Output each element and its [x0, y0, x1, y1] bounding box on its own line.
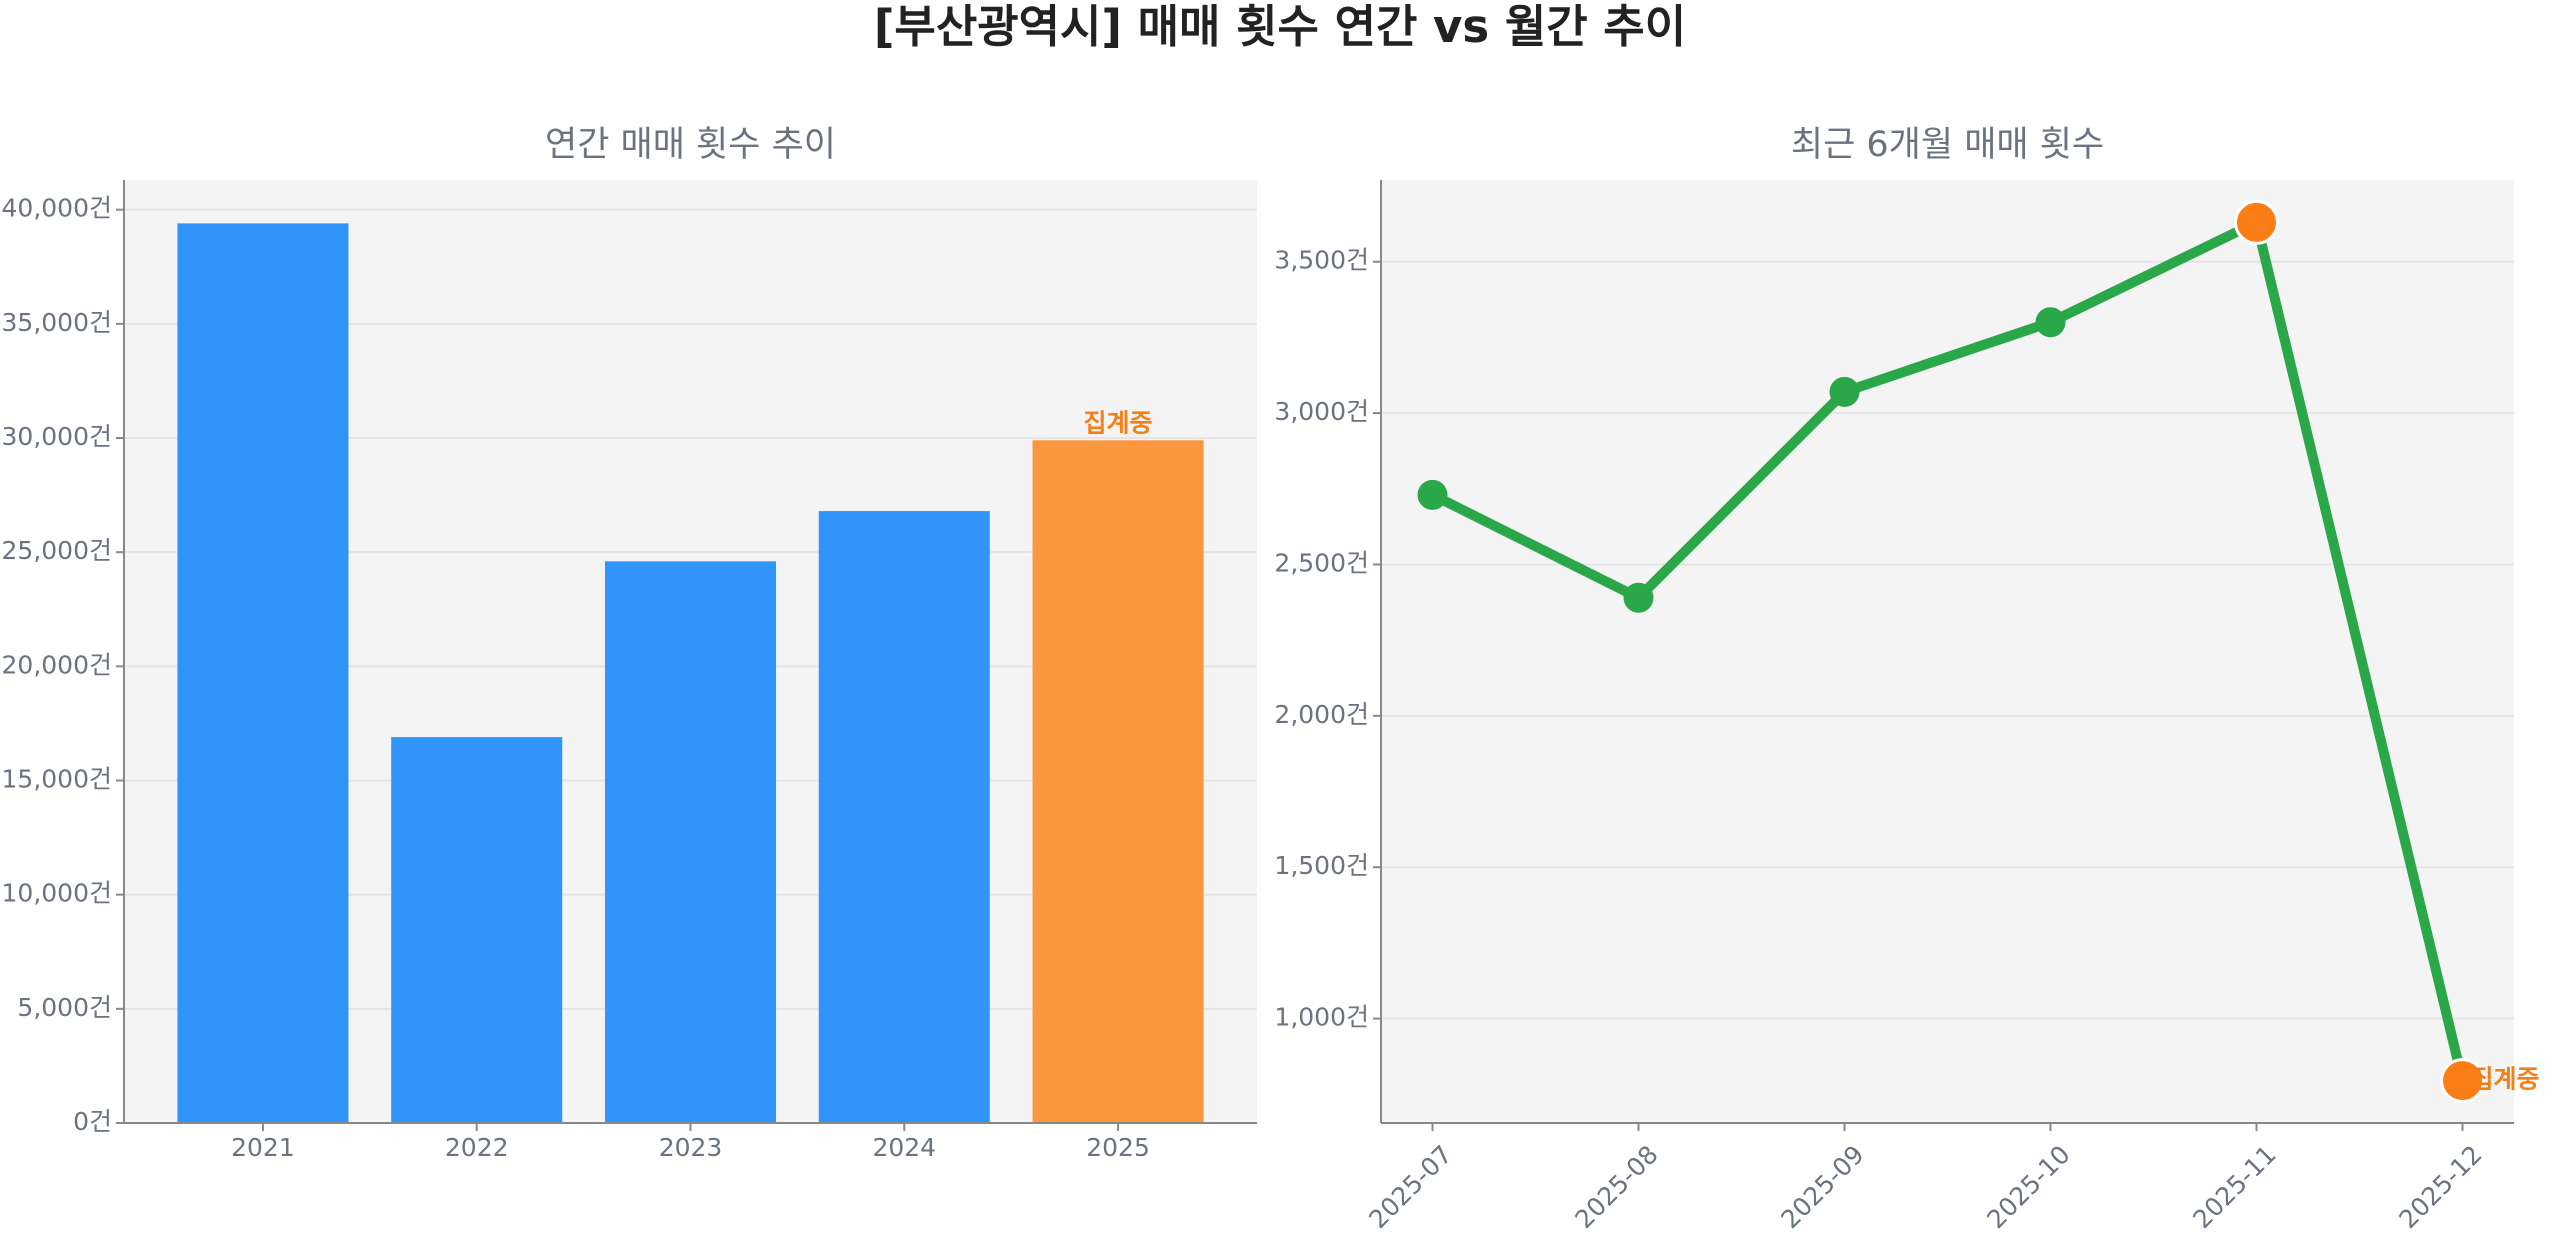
x-tick-label: 2025-09 — [1775, 1140, 1869, 1234]
x-tick-label: 2025 — [1086, 1133, 1150, 1162]
bar — [1032, 440, 1204, 1123]
x-tick-label: 2022 — [445, 1133, 509, 1162]
y-tick-label: 1,000건 — [1274, 1003, 1369, 1032]
x-tick-label: 2025-12 — [2393, 1140, 2487, 1234]
y-tick-label: 3,000건 — [1274, 397, 1369, 426]
y-tick-label: 15,000건 — [2, 765, 112, 794]
y-tick-label: 10,000건 — [2, 879, 112, 908]
chart-title: 연간 매매 횟수 추이 — [545, 125, 836, 165]
marker — [1623, 582, 1654, 613]
chart: 최근 6개월 매매 횟수 1,000건 1,500건 2,000건 2,500건 3,00… — [1274, 125, 2539, 1234]
chart-title: 최근 6개월 매매 횟수 — [1791, 125, 2104, 165]
y-tick-label: 40,000건 — [2, 194, 112, 223]
y-tick-label: 1,500건 — [1274, 851, 1369, 880]
marker — [2035, 307, 2066, 338]
y-tick-label: 2,500건 — [1274, 548, 1369, 577]
x-tick-label: 2025-11 — [2187, 1140, 2281, 1234]
y-tick-label: 25,000건 — [2, 536, 112, 565]
marker — [2234, 199, 2279, 245]
x-tick-label: 2025-08 — [1569, 1140, 1663, 1234]
annotation: 집계중 — [2471, 1065, 2540, 1094]
annotation: 집계중 — [1084, 408, 1153, 437]
bar — [818, 511, 990, 1123]
marker — [1829, 376, 1860, 407]
marker — [2440, 1058, 2485, 1104]
x-tick-label: 2025-10 — [1981, 1140, 2075, 1234]
x-tick-label: 2021 — [231, 1133, 295, 1162]
y-tick-label: 35,000건 — [2, 308, 112, 337]
line — [1430, 217, 2468, 1082]
bar — [604, 561, 777, 1123]
bar — [391, 737, 563, 1123]
y-tick-label: 3,500건 — [1274, 246, 1369, 275]
x-tick-label: 2023 — [659, 1133, 723, 1162]
y-tick-label: 30,000건 — [2, 422, 112, 451]
plot-area — [1381, 180, 2514, 1123]
y-tick-label: 0건 — [73, 1107, 112, 1136]
bar — [177, 223, 349, 1123]
figure-title: [부산광역시] 매매 횟수 연간 vs 월간 추이 — [874, 0, 1686, 53]
chart: 연간 매매 횟수 추이 0건 5,000건 10,000건 15,000건 20,000건… — [2, 125, 1257, 1162]
x-tick-label: 2025-07 — [1363, 1140, 1457, 1234]
y-tick-label: 2,000건 — [1274, 700, 1369, 729]
x-tick-label: 2024 — [872, 1133, 936, 1162]
y-tick-label: 20,000건 — [2, 650, 112, 679]
y-tick-label: 5,000건 — [17, 993, 112, 1022]
marker — [1417, 479, 1448, 510]
